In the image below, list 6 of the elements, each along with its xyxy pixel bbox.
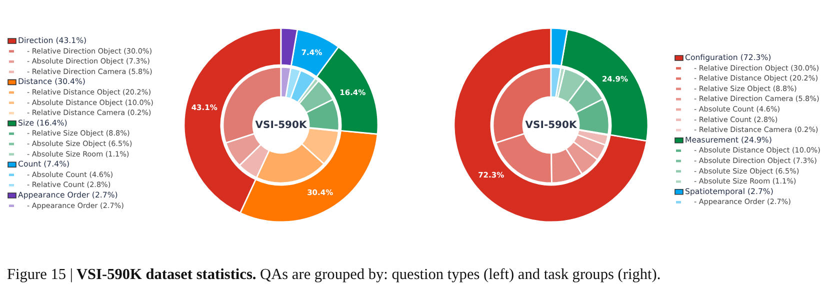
text: QAs are grouped by: question types (left) and task groups (right).: [259, 266, 661, 283]
text: VSI-590K dataset statistics.: [76, 266, 256, 283]
text: VSI-590K: [255, 120, 308, 131]
text: VSI-590K: [525, 120, 578, 131]
donut-slice: [453, 27, 648, 223]
caption: Figure 15 |: [7, 266, 73, 283]
